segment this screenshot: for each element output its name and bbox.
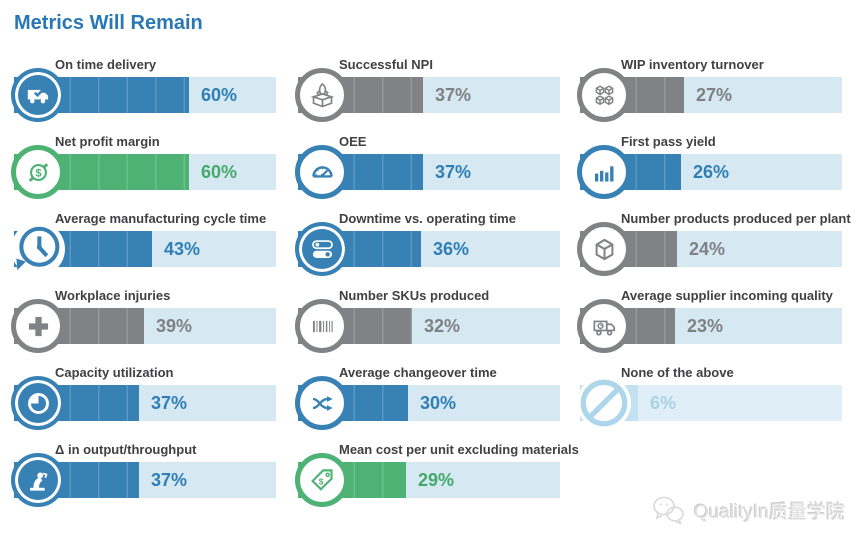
metric-item: Workplace injuries 39% bbox=[11, 288, 298, 365]
metric-value-label: 32% bbox=[424, 316, 461, 336]
metric-bar-track: 60% $ bbox=[11, 145, 276, 199]
metric-value-label: 26% bbox=[693, 162, 730, 182]
metric-item: Δ in output/throughput 37% bbox=[11, 442, 298, 519]
stacked-cubes-icon bbox=[577, 68, 631, 122]
metric-label: Average changeover time bbox=[339, 365, 497, 380]
metric-bar-track: 36% bbox=[295, 222, 560, 276]
metric-label: WIP inventory turnover bbox=[621, 57, 764, 72]
medical-cross-icon bbox=[11, 299, 65, 353]
metric-value-label: 37% bbox=[151, 393, 188, 413]
gauge-icon bbox=[295, 145, 349, 199]
metric-item: Capacity utilization 37% bbox=[11, 365, 298, 442]
metric-bar-track: 26% bbox=[577, 145, 842, 199]
wechat-logo-icon bbox=[653, 496, 684, 525]
metric-label: On time delivery bbox=[55, 57, 157, 72]
metric-value-label: 27% bbox=[696, 85, 733, 105]
watermark-text: QualityIn质量学院 bbox=[694, 501, 845, 523]
infographic: Metrics Will Remain On time delivery 60%… bbox=[11, 12, 861, 519]
metric-item: Average changeover time 30% bbox=[295, 365, 580, 442]
barcode-icon bbox=[295, 299, 349, 353]
metric-label: Downtime vs. operating time bbox=[339, 211, 516, 226]
metric-bar-track: 6% bbox=[577, 376, 842, 430]
svg-text:$: $ bbox=[318, 476, 323, 486]
metric-item: Average manufacturing cycle time 43% bbox=[11, 211, 298, 288]
metric-label: Average manufacturing cycle time bbox=[55, 211, 267, 226]
supplier-truck-icon bbox=[577, 299, 631, 353]
metric-item: WIP inventory turnover 27% bbox=[577, 57, 861, 134]
metric-item: Number products produced per plant 24% bbox=[577, 211, 861, 288]
metric-item: OEE 37% bbox=[295, 134, 580, 211]
metric-label: First pass yield bbox=[621, 134, 716, 149]
metric-bar-track: 32% bbox=[295, 299, 560, 353]
page-title: Metrics Will Remain bbox=[14, 12, 203, 34]
dollar-coin-icon: $ bbox=[11, 145, 65, 199]
metric-item: First pass yield 26% bbox=[577, 134, 861, 211]
metric-value-label: 24% bbox=[689, 239, 726, 259]
pie-chart-icon bbox=[11, 376, 65, 430]
price-tag-icon: $ bbox=[295, 453, 349, 507]
metric-label: Net profit margin bbox=[55, 134, 160, 149]
metric-value-label: 29% bbox=[418, 470, 455, 490]
metric-item: Net profit margin 60% $ bbox=[11, 134, 298, 211]
metric-label: Capacity utilization bbox=[55, 365, 174, 380]
metric-value-label: 60% bbox=[201, 162, 238, 182]
toggle-switches-icon bbox=[295, 222, 349, 276]
metric-value-label: 6% bbox=[650, 393, 677, 413]
metric-label: Δ in output/throughput bbox=[55, 442, 197, 457]
metric-value-label: 43% bbox=[164, 239, 201, 259]
metric-bar-track: 43% bbox=[11, 222, 276, 276]
metric-bar-track: 37% bbox=[11, 376, 276, 430]
metric-label: OEE bbox=[339, 134, 367, 149]
metric-label: Number SKUs produced bbox=[339, 288, 490, 303]
metrics-grid: On time delivery 60% Net profit margin 6… bbox=[11, 57, 861, 519]
metric-label: Workplace injuries bbox=[55, 288, 171, 303]
rocket-launch-box-icon bbox=[295, 68, 349, 122]
metric-bar-track: 23% bbox=[577, 299, 842, 353]
metric-item: Mean cost per unit excluding materials 2… bbox=[295, 442, 580, 519]
cube-icon bbox=[577, 222, 631, 276]
metric-label: Successful NPI bbox=[339, 57, 433, 72]
truck-check-icon bbox=[11, 68, 65, 122]
watermark: QualityIn质量学院 bbox=[652, 495, 845, 525]
metric-bar-track: 27% bbox=[577, 68, 842, 122]
metric-value-label: 39% bbox=[156, 316, 193, 336]
metric-item: Successful NPI 37% bbox=[295, 57, 580, 134]
metric-bar-track: 37% bbox=[11, 453, 276, 507]
metric-bar-track: 30% bbox=[295, 376, 560, 430]
metric-label: None of the above bbox=[621, 365, 734, 380]
metric-bar-track: 24% bbox=[577, 222, 842, 276]
metric-bar-track: 37% bbox=[295, 68, 560, 122]
cycle-time-clock-icon bbox=[11, 222, 65, 276]
metric-item: On time delivery 60% bbox=[11, 57, 298, 134]
metric-value-label: 30% bbox=[420, 393, 457, 413]
metric-value-label: 60% bbox=[201, 85, 238, 105]
metric-value-label: 37% bbox=[435, 85, 472, 105]
metric-item: None of the above 6% bbox=[577, 365, 861, 442]
metric-label: Mean cost per unit excluding materials bbox=[339, 442, 579, 457]
metric-label: Average supplier incoming quality bbox=[621, 288, 833, 303]
robot-arm-icon bbox=[11, 453, 65, 507]
metric-bar-track: 37% bbox=[295, 145, 560, 199]
metric-label: Number products produced per plant bbox=[621, 211, 851, 226]
metric-value-label: 37% bbox=[435, 162, 472, 182]
metric-item: Average supplier incoming quality 23% bbox=[577, 288, 861, 365]
metric-item: Downtime vs. operating time 36% bbox=[295, 211, 580, 288]
metric-value-label: 36% bbox=[433, 239, 470, 259]
shuffle-arrows-icon bbox=[295, 376, 349, 430]
metric-bar-track: 29% $ bbox=[295, 453, 560, 507]
bar-chart-icon bbox=[577, 145, 631, 199]
metric-value-label: 37% bbox=[151, 470, 188, 490]
metric-bar-track: 60% bbox=[11, 68, 276, 122]
prohibition-icon bbox=[577, 376, 631, 430]
svg-text:$: $ bbox=[35, 167, 42, 179]
metric-value-label: 23% bbox=[687, 316, 724, 336]
metric-item: Number SKUs produced 32% bbox=[295, 288, 580, 365]
metric-bar-track: 39% bbox=[11, 299, 276, 353]
